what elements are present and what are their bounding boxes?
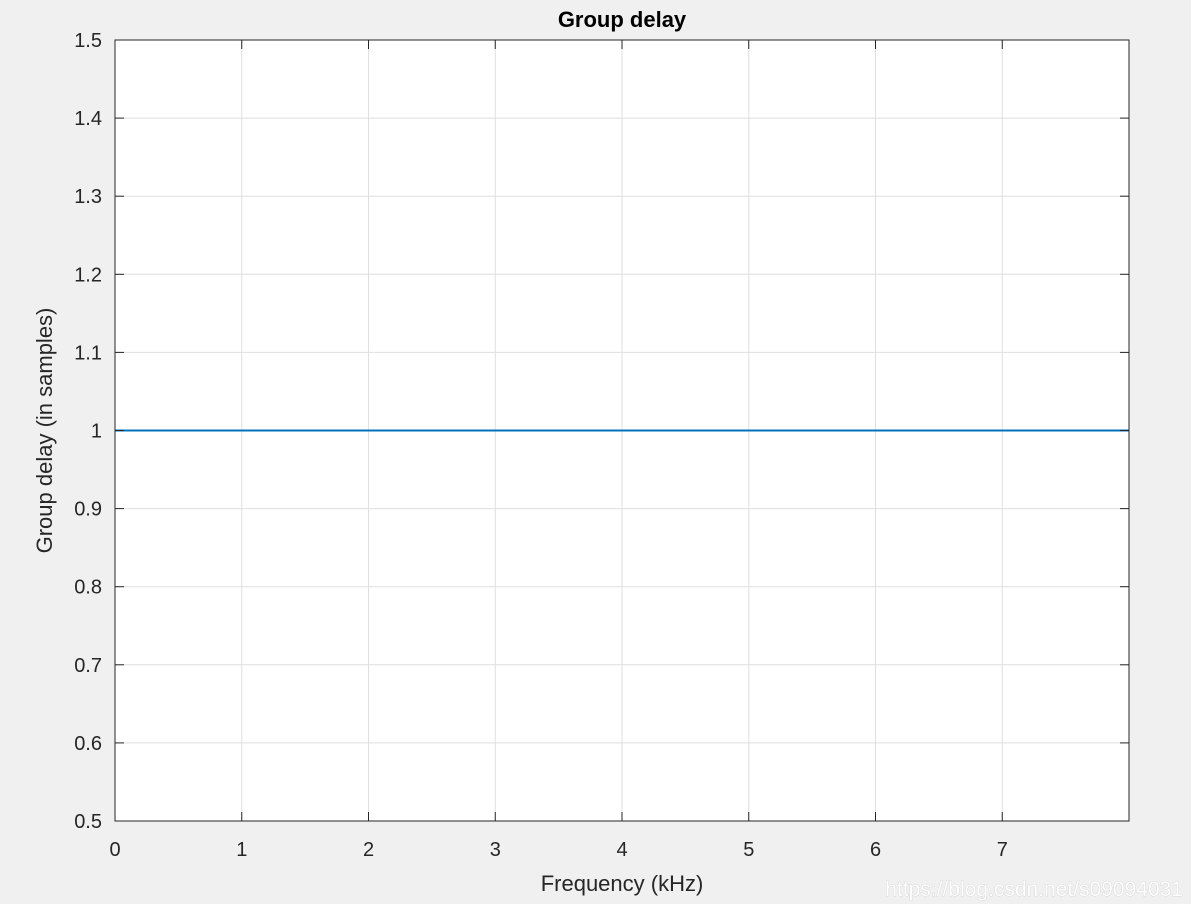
y-tick-label-1: 0.6 — [74, 733, 102, 755]
y-tick-label-3: 0.8 — [74, 577, 102, 599]
x-tick-label-6: 6 — [870, 839, 881, 861]
x-axis-title: Frequency (kHz) — [541, 871, 704, 896]
tick-marks — [114, 39, 1129, 822]
x-tick-label-1: 1 — [236, 839, 247, 861]
watermark-text: https://blog.csdn.net/s09094031 — [885, 878, 1183, 901]
x-tick-label-3: 3 — [490, 839, 501, 861]
grid-lines — [115, 40, 1129, 821]
x-tick-label-5: 5 — [743, 839, 754, 861]
y-tick-labels: 0.5 0.6 0.7 0.8 0.9 1 1.1 1.2 1.3 1.4 1.5 — [74, 30, 102, 833]
x-tick-label-4: 4 — [616, 839, 627, 861]
y-tick-label-4: 0.9 — [74, 499, 102, 521]
x-tick-label-0: 0 — [109, 839, 120, 861]
y-tick-label-6: 1.1 — [74, 342, 102, 364]
y-tick-label-2: 0.7 — [74, 655, 102, 677]
y-tick-label-5: 1 — [91, 421, 102, 443]
y-tick-label-9: 1.4 — [74, 108, 102, 130]
y-tick-label-7: 1.2 — [74, 264, 102, 286]
y-axis-title: Group delay (in samples) — [32, 308, 57, 554]
x-tick-label-7: 7 — [997, 839, 1008, 861]
y-tick-label-8: 1.3 — [74, 186, 102, 208]
y-tick-label-10: 1.5 — [74, 30, 102, 52]
x-tick-labels: 0 1 2 3 4 5 6 7 — [109, 839, 1007, 861]
y-tick-label-0: 0.5 — [74, 811, 102, 833]
x-tick-label-2: 2 — [363, 839, 374, 861]
chart-title: Group delay — [558, 7, 687, 32]
